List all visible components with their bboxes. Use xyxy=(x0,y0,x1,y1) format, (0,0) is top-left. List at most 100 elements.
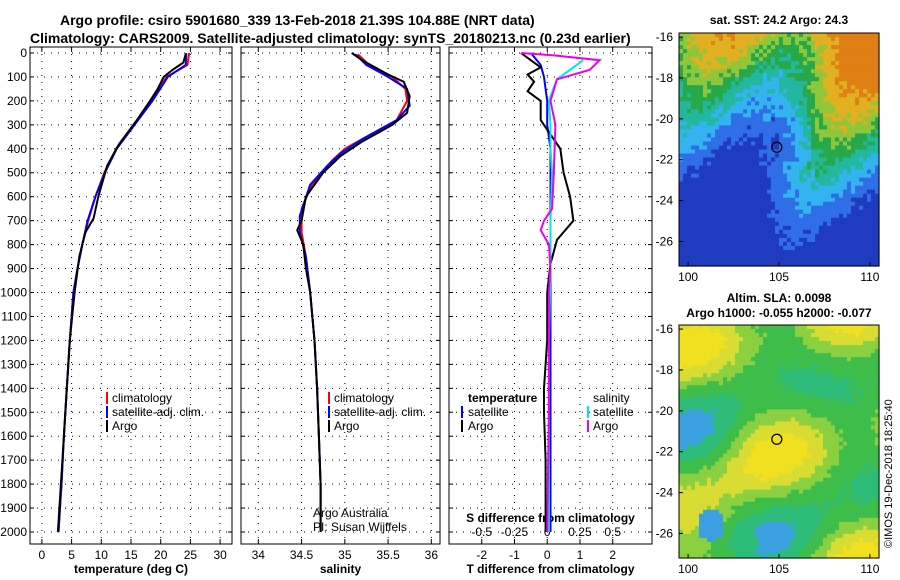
heatmap-cell xyxy=(743,421,748,427)
heatmap-cell xyxy=(759,109,764,114)
heatmap-cell xyxy=(711,453,716,459)
heatmap-cell xyxy=(719,445,724,451)
heatmap-cell xyxy=(743,193,748,199)
heatmap-cell xyxy=(799,113,804,118)
heatmap-cell xyxy=(719,337,724,342)
heatmap-cell xyxy=(843,141,848,147)
heatmap-cell xyxy=(851,461,856,467)
heatmap-cell xyxy=(803,429,808,435)
heatmap-cell xyxy=(719,65,724,70)
y-tick-label: -24 xyxy=(656,194,674,208)
heatmap-cell xyxy=(707,37,712,42)
heatmap-cell xyxy=(751,189,756,195)
heatmap-cell xyxy=(843,249,848,255)
heatmap-cell xyxy=(767,405,772,410)
heatmap-cell xyxy=(743,409,748,414)
heatmap-cell xyxy=(743,133,748,139)
heatmap-cell xyxy=(791,53,796,58)
heatmap-cell xyxy=(723,329,728,334)
heatmap-cell xyxy=(727,85,732,90)
heatmap-cell xyxy=(679,329,684,334)
heatmap-cell xyxy=(811,121,816,126)
heatmap-cell xyxy=(863,209,868,215)
heatmap-cell xyxy=(867,413,872,418)
heatmap-cell xyxy=(815,429,820,435)
heatmap-cell xyxy=(711,397,716,402)
heatmap-cell xyxy=(723,349,728,354)
heatmap-cell xyxy=(735,333,740,338)
heatmap-cell xyxy=(699,149,704,155)
heatmap-cell xyxy=(831,457,836,463)
heatmap-cell xyxy=(759,173,764,179)
heatmap-cell xyxy=(867,433,872,439)
heatmap-cell xyxy=(683,409,688,414)
heatmap-cell xyxy=(807,57,812,62)
heatmap-cell xyxy=(735,181,740,187)
heatmap-cell xyxy=(727,361,732,366)
heatmap-cell xyxy=(863,189,868,195)
heatmap-cell xyxy=(699,209,704,215)
heatmap-cell xyxy=(835,349,840,354)
heatmap-cell xyxy=(783,157,788,163)
heatmap-cell xyxy=(875,53,880,58)
x-tick-label: 100 xyxy=(678,270,698,284)
heatmap-cell xyxy=(707,73,712,78)
heatmap-cell xyxy=(811,457,816,463)
heatmap-cell xyxy=(687,53,692,58)
heatmap-cell xyxy=(763,257,768,263)
heatmap-cell xyxy=(703,189,708,195)
heatmap-cell xyxy=(835,165,840,171)
heatmap-cell xyxy=(855,157,860,163)
heatmap-cell xyxy=(779,125,784,131)
heatmap-cell xyxy=(743,129,748,135)
heatmap-cell xyxy=(783,433,788,439)
heatmap-cell xyxy=(699,333,704,338)
heatmap-cell xyxy=(791,377,796,382)
heatmap-cell xyxy=(819,57,824,62)
heatmap-cell xyxy=(827,121,832,126)
heatmap-cell xyxy=(839,137,844,143)
heatmap-cell xyxy=(723,253,728,259)
heatmap-cell xyxy=(723,393,728,398)
heatmap-cell xyxy=(871,113,876,118)
heatmap-cell xyxy=(795,121,800,126)
heatmap-cell xyxy=(855,393,860,398)
heatmap-cell xyxy=(759,449,764,455)
heatmap-cell xyxy=(815,45,820,50)
heatmap-cell xyxy=(791,417,796,423)
heatmap-cell xyxy=(763,93,768,98)
heatmap-cell xyxy=(775,109,780,114)
heatmap-cell xyxy=(695,61,700,66)
heatmap-cell xyxy=(723,337,728,342)
heatmap-cell xyxy=(859,81,864,86)
heatmap-cell xyxy=(827,349,832,354)
heatmap-cell xyxy=(799,165,804,171)
heatmap-cell xyxy=(791,369,796,374)
heatmap-cell xyxy=(767,409,772,414)
heatmap-cell xyxy=(727,405,732,410)
heatmap-cell xyxy=(715,69,720,74)
heatmap-cell xyxy=(711,85,716,90)
heatmap-cell xyxy=(751,221,756,227)
heatmap-cell xyxy=(807,133,812,139)
heatmap-cell xyxy=(759,145,764,151)
heatmap-cell xyxy=(863,89,868,94)
heatmap-cell xyxy=(799,365,804,370)
heatmap-cell xyxy=(835,341,840,346)
heatmap-cell xyxy=(687,465,692,471)
heatmap-cell xyxy=(859,125,864,131)
heatmap-cell xyxy=(735,437,740,443)
heatmap-cell xyxy=(735,149,740,155)
heatmap-cell xyxy=(691,357,696,362)
heatmap-cell xyxy=(795,377,800,382)
heatmap-cell xyxy=(711,237,716,243)
heatmap-cell xyxy=(703,49,708,54)
heatmap-cell xyxy=(687,425,692,431)
heatmap-cell xyxy=(875,437,880,443)
heatmap-cell xyxy=(695,185,700,191)
heatmap-cell xyxy=(755,133,760,139)
heatmap-cell xyxy=(747,177,752,183)
heatmap-cell xyxy=(867,189,872,195)
heatmap-cell xyxy=(763,341,768,346)
heatmap-cell xyxy=(711,429,716,435)
